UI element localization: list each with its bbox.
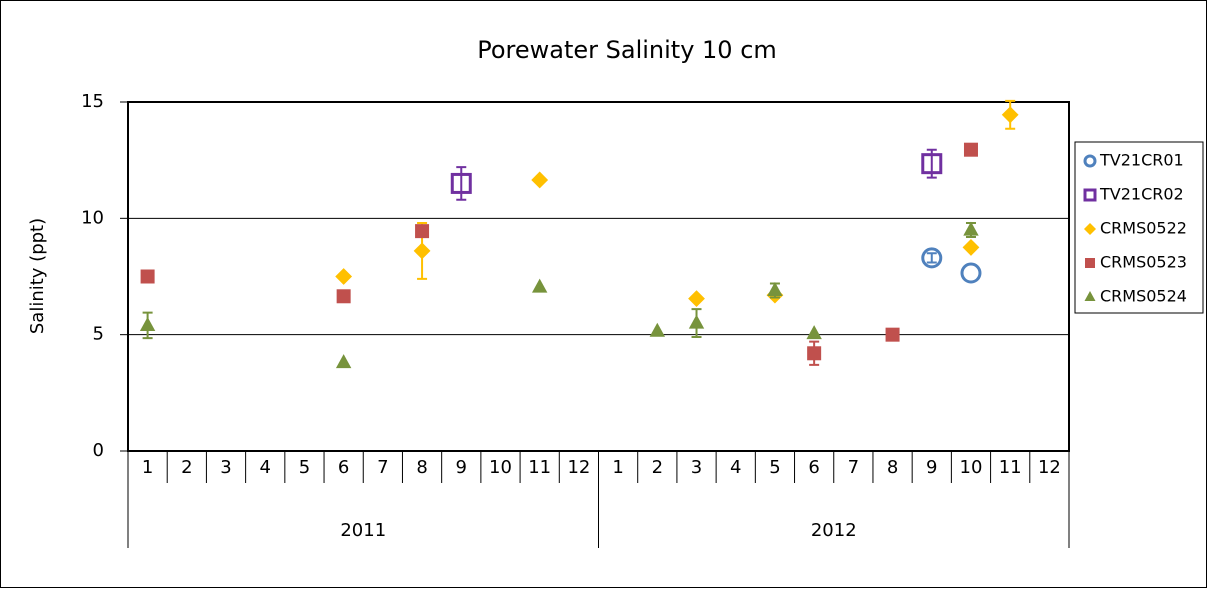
data-point [688, 290, 705, 308]
x-tick-label: 5 [299, 457, 310, 478]
y-tick-label: 0 [93, 440, 104, 461]
x-tick-label: 3 [220, 457, 231, 478]
x-tick-label: 1 [612, 457, 623, 478]
x-tick-label: 12 [1038, 457, 1061, 478]
y-tick-label: 5 [93, 324, 104, 345]
data-point [960, 262, 982, 284]
x-tick-label: 11 [528, 457, 551, 478]
legend-marker [1083, 188, 1097, 202]
data-point [806, 325, 822, 340]
data-point [139, 316, 156, 331]
legend-label: CRMS0524 [1100, 287, 1187, 306]
legend-label: TV21CR02 [1099, 185, 1184, 204]
chart-title: Porewater Salinity 10 cm [477, 36, 777, 64]
x-tick-label: 8 [887, 457, 898, 478]
x-tick-label: 12 [567, 457, 590, 478]
x-tick-label: 3 [691, 457, 702, 478]
data-point [962, 239, 980, 256]
legend [1074, 141, 1204, 314]
data-point [767, 282, 783, 297]
legend-marker [1085, 258, 1095, 268]
group-label: 2012 [811, 520, 857, 541]
data-point [335, 268, 353, 285]
x-tick-label: 5 [769, 457, 780, 478]
data-point [531, 278, 548, 293]
data-point [885, 327, 900, 342]
y-axis-label: Salinity (ppt) [27, 218, 48, 334]
x-tick-label: 4 [730, 457, 741, 478]
data-point [450, 172, 472, 194]
data-point [921, 247, 943, 269]
x-tick-label: 8 [416, 457, 427, 478]
data-point [1001, 106, 1019, 124]
legend-marker [1084, 223, 1096, 235]
group-label: 2011 [340, 520, 386, 541]
data-point [688, 314, 705, 329]
data-point [963, 221, 979, 236]
data-point [649, 322, 666, 337]
x-tick-label: 2 [652, 457, 663, 478]
data-point [413, 242, 431, 260]
error-bar [456, 166, 467, 201]
y-tick-label: 15 [81, 91, 104, 112]
x-tick-label: 4 [260, 457, 271, 478]
data-point [531, 171, 549, 189]
data-point [140, 269, 155, 284]
data-point [336, 289, 351, 304]
data-point [807, 346, 822, 361]
x-tick-label: 2 [181, 457, 192, 478]
x-tick-label: 10 [960, 457, 983, 478]
error-bar [926, 252, 937, 264]
x-tick-label: 11 [999, 457, 1022, 478]
data-point [415, 224, 430, 239]
x-tick-label: 10 [489, 457, 512, 478]
data-point [963, 142, 978, 157]
data-point [335, 354, 352, 369]
legend-marker [1084, 291, 1096, 301]
x-tick-label: 7 [848, 457, 859, 478]
legend-label: TV21CR01 [1099, 151, 1184, 170]
legend-marker [1083, 154, 1097, 168]
x-tick-label: 9 [456, 457, 467, 478]
legend-label: CRMS0522 [1100, 219, 1187, 238]
data-point [921, 153, 943, 175]
x-tick-label: 1 [142, 457, 153, 478]
x-tick-label: 9 [926, 457, 937, 478]
x-tick-label: 6 [338, 457, 349, 478]
y-tick-label: 10 [81, 207, 104, 228]
x-tick-label: 7 [377, 457, 388, 478]
legend-label: CRMS0523 [1100, 253, 1187, 272]
x-tick-label: 6 [808, 457, 819, 478]
